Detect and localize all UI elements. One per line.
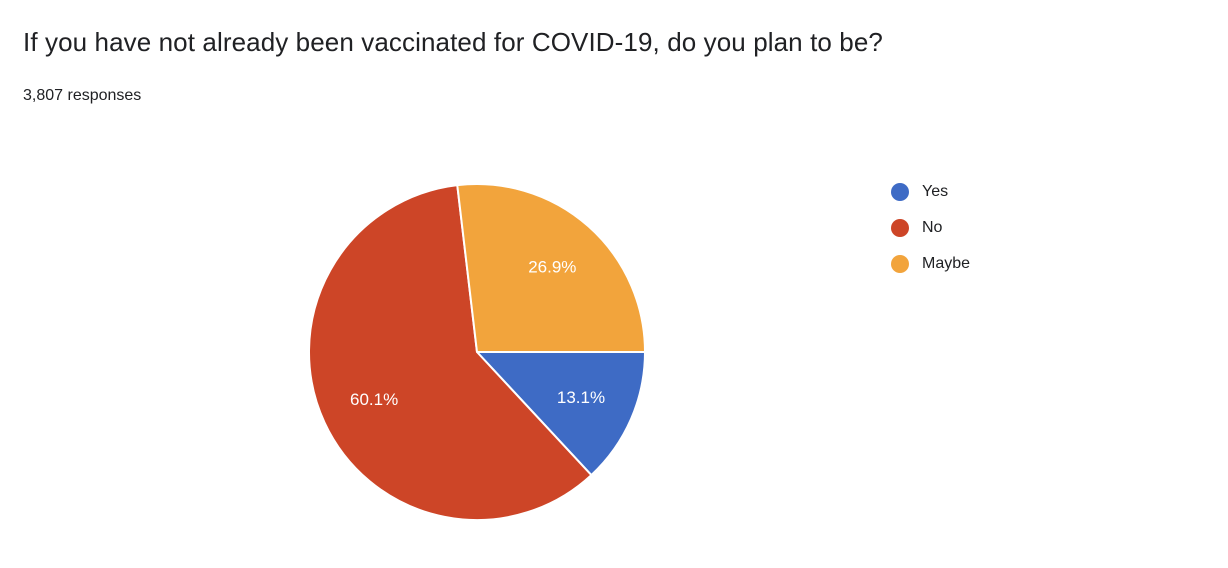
response-count: 3,807 responses <box>23 87 142 104</box>
legend-label-yes: Yes <box>922 183 949 200</box>
slice-label-maybe: 26.9% <box>528 258 576 277</box>
pie-slice-no[interactable] <box>308 184 593 521</box>
legend-item-yes[interactable]: Yes <box>891 174 970 210</box>
chart-legend: Yes No Maybe <box>891 174 970 282</box>
legend-label-maybe: Maybe <box>922 255 971 272</box>
question-title: If you have not already been vaccinated … <box>23 27 883 57</box>
legend-swatch-yes <box>891 183 909 201</box>
pie-slice-maybe[interactable] <box>456 183 646 353</box>
pie-slice-yes[interactable] <box>476 351 646 477</box>
legend-swatch-maybe <box>891 255 909 273</box>
legend-swatch-no <box>891 219 909 237</box>
legend-item-maybe[interactable]: Maybe <box>891 246 970 282</box>
slice-label-no: 60.1% <box>350 390 398 409</box>
legend-item-no[interactable]: No <box>891 210 970 246</box>
pie-chart[interactable]: 13.1% 60.1% 26.9% <box>277 152 677 552</box>
legend-label-no: No <box>922 219 943 236</box>
slice-label-yes: 13.1% <box>557 388 605 407</box>
